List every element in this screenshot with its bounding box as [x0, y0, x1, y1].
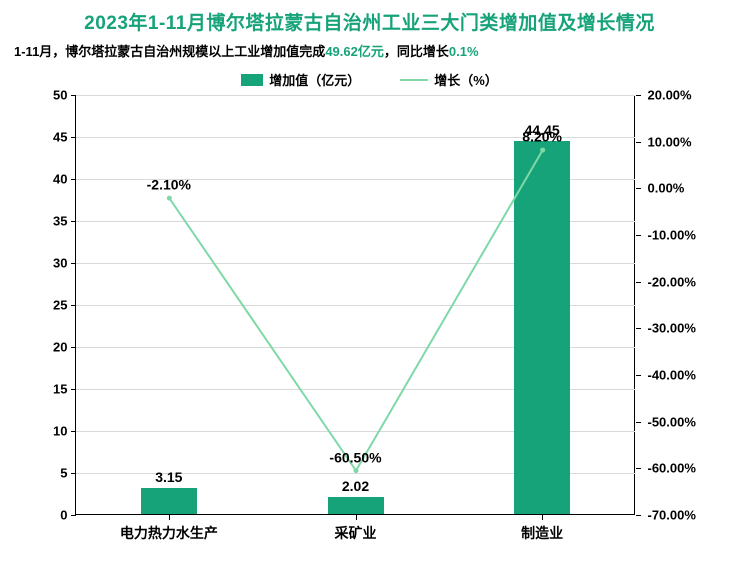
ytick-right: 20.00% [648, 88, 692, 103]
ytick-mark-right [636, 468, 641, 469]
line-value-label: 8.20% [522, 128, 562, 144]
xtick-mark [169, 515, 170, 520]
subtitle-value-2: 0.1% [449, 44, 479, 59]
ytick-right: -60.00% [648, 461, 696, 476]
ytick-left: 30 [20, 256, 68, 271]
line-value-label: -2.10% [147, 177, 191, 193]
legend-item-bar: 增加值（亿元） [241, 70, 360, 89]
ytick-mark-right [636, 328, 641, 329]
ytick-left: 35 [20, 214, 68, 229]
ytick-right: -10.00% [648, 228, 696, 243]
ytick-left: 40 [20, 172, 68, 187]
ytick-left: 45 [20, 130, 68, 145]
subtitle-mid: ，同比增长 [384, 44, 449, 59]
line-value-label: -60.50% [329, 449, 381, 465]
ytick-left: 50 [20, 88, 68, 103]
ytick-mark-right [636, 515, 641, 516]
ytick-left: 10 [20, 424, 68, 439]
ytick-right: -50.00% [648, 414, 696, 429]
ytick-right: -20.00% [648, 274, 696, 289]
ytick-right: 0.00% [648, 181, 685, 196]
ytick-left: 5 [20, 466, 68, 481]
ytick-mark-right [636, 422, 641, 423]
ytick-mark-left [71, 515, 76, 516]
subtitle-prefix: 1-11月，博尔塔拉蒙古自治州规模以上工业增加值完成 [14, 44, 325, 59]
ytick-left: 20 [20, 340, 68, 355]
legend-item-line: 增长（%） [400, 70, 498, 89]
legend: 增加值（亿元） 增长（%） [0, 66, 739, 95]
ytick-mark-right [636, 375, 641, 376]
ytick-right: -40.00% [648, 368, 696, 383]
x-category-label: 制造业 [521, 523, 563, 543]
ytick-right: -30.00% [648, 321, 696, 336]
ytick-mark-right [636, 142, 641, 143]
legend-swatch-bar [241, 74, 263, 86]
ytick-right: -70.00% [648, 508, 696, 523]
x-category-label: 电力热力水生产 [120, 523, 218, 543]
legend-bar-label: 增加值（亿元） [269, 70, 360, 89]
xtick-mark [356, 515, 357, 520]
ytick-mark-right [636, 95, 641, 96]
ytick-mark-right [636, 188, 641, 189]
legend-line-label: 增长（%） [434, 70, 498, 89]
subtitle-value-1: 49.62亿元 [325, 44, 384, 59]
ytick-mark-right [636, 282, 641, 283]
ytick-left: 25 [20, 298, 68, 313]
legend-swatch-line [400, 79, 428, 81]
xtick-mark [542, 515, 543, 520]
chart-area: 05101520253035404550-70.00%-60.00%-50.00… [15, 95, 725, 565]
chart-title: 2023年1-11月博尔塔拉蒙古自治州工业三大门类增加值及增长情况 [0, 0, 739, 39]
x-category-label: 采矿业 [335, 523, 377, 543]
ytick-left: 0 [20, 508, 68, 523]
ytick-right: 10.00% [648, 134, 692, 149]
plot-area: 05101520253035404550-70.00%-60.00%-50.00… [75, 95, 635, 515]
chart-subtitle: 1-11月，博尔塔拉蒙古自治州规模以上工业增加值完成49.62亿元，同比增长0.… [0, 39, 739, 66]
ytick-mark-right [636, 235, 641, 236]
ytick-left: 15 [20, 382, 68, 397]
